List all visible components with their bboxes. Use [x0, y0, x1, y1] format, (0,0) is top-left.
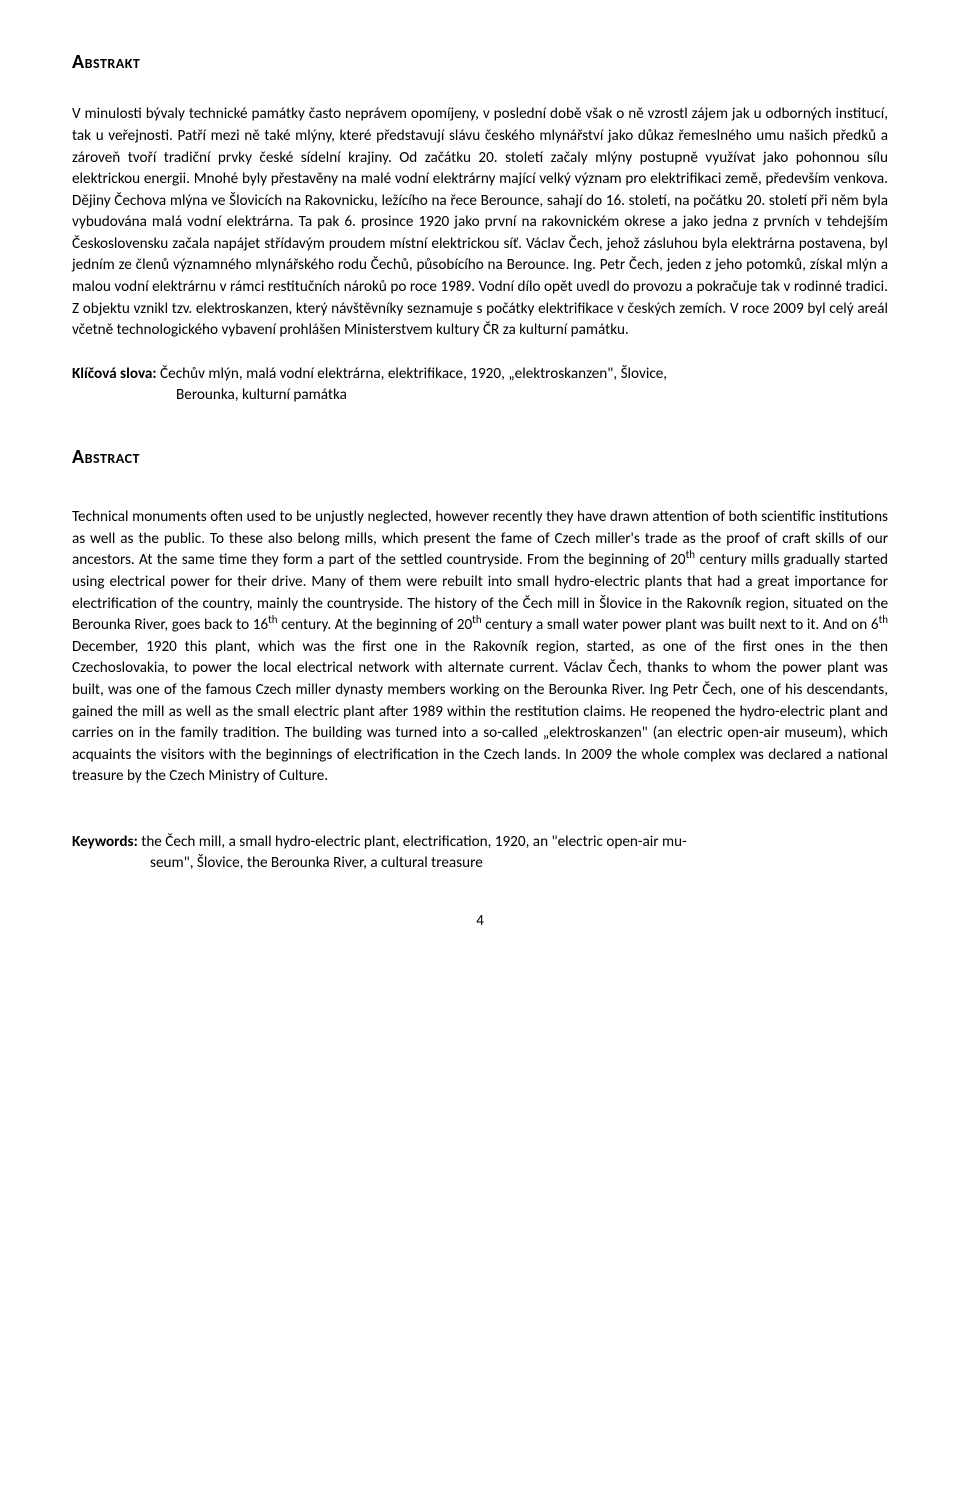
- abstract-body-seg5: December, 1920 this plant, which was the…: [72, 638, 888, 785]
- abstrakt-body: V minulosti bývaly technické památky čas…: [72, 104, 888, 341]
- page-number: 4: [72, 911, 888, 932]
- keywords-en-line2: seum", Šlovice, the Berounka River, a cu…: [72, 853, 888, 875]
- superscript-th-2: th: [268, 613, 277, 626]
- keywords-en-block: Keywords: the Čech mill, a small hydro-e…: [72, 832, 888, 875]
- keywords-cs-label: Klíčová slova:: [72, 365, 157, 383]
- keywords-cs-line1: Čechův mlýn, malá vodní elektrárna, elek…: [157, 365, 667, 383]
- keywords-en-label: Keywords:: [72, 833, 138, 851]
- abstract-body-seg3: century. At the beginning of 20: [278, 616, 473, 634]
- abstract-body: Technical monuments often used to be unj…: [72, 507, 888, 788]
- abstract-body-seg4: century a small water power plant was bu…: [482, 616, 879, 634]
- superscript-th-1: th: [686, 548, 695, 561]
- superscript-th-4: th: [879, 613, 888, 626]
- keywords-cs-line2: Berounka, kulturní památka: [72, 385, 888, 407]
- abstract-heading: Abstract: [72, 443, 888, 471]
- keywords-en-line1: the Čech mill, a small hydro-electric pl…: [138, 833, 687, 851]
- keywords-cs-block: Klíčová slova: Čechův mlýn, malá vodní e…: [72, 364, 888, 407]
- abstrakt-heading: Abstrakt: [72, 48, 888, 76]
- superscript-th-3: th: [472, 613, 481, 626]
